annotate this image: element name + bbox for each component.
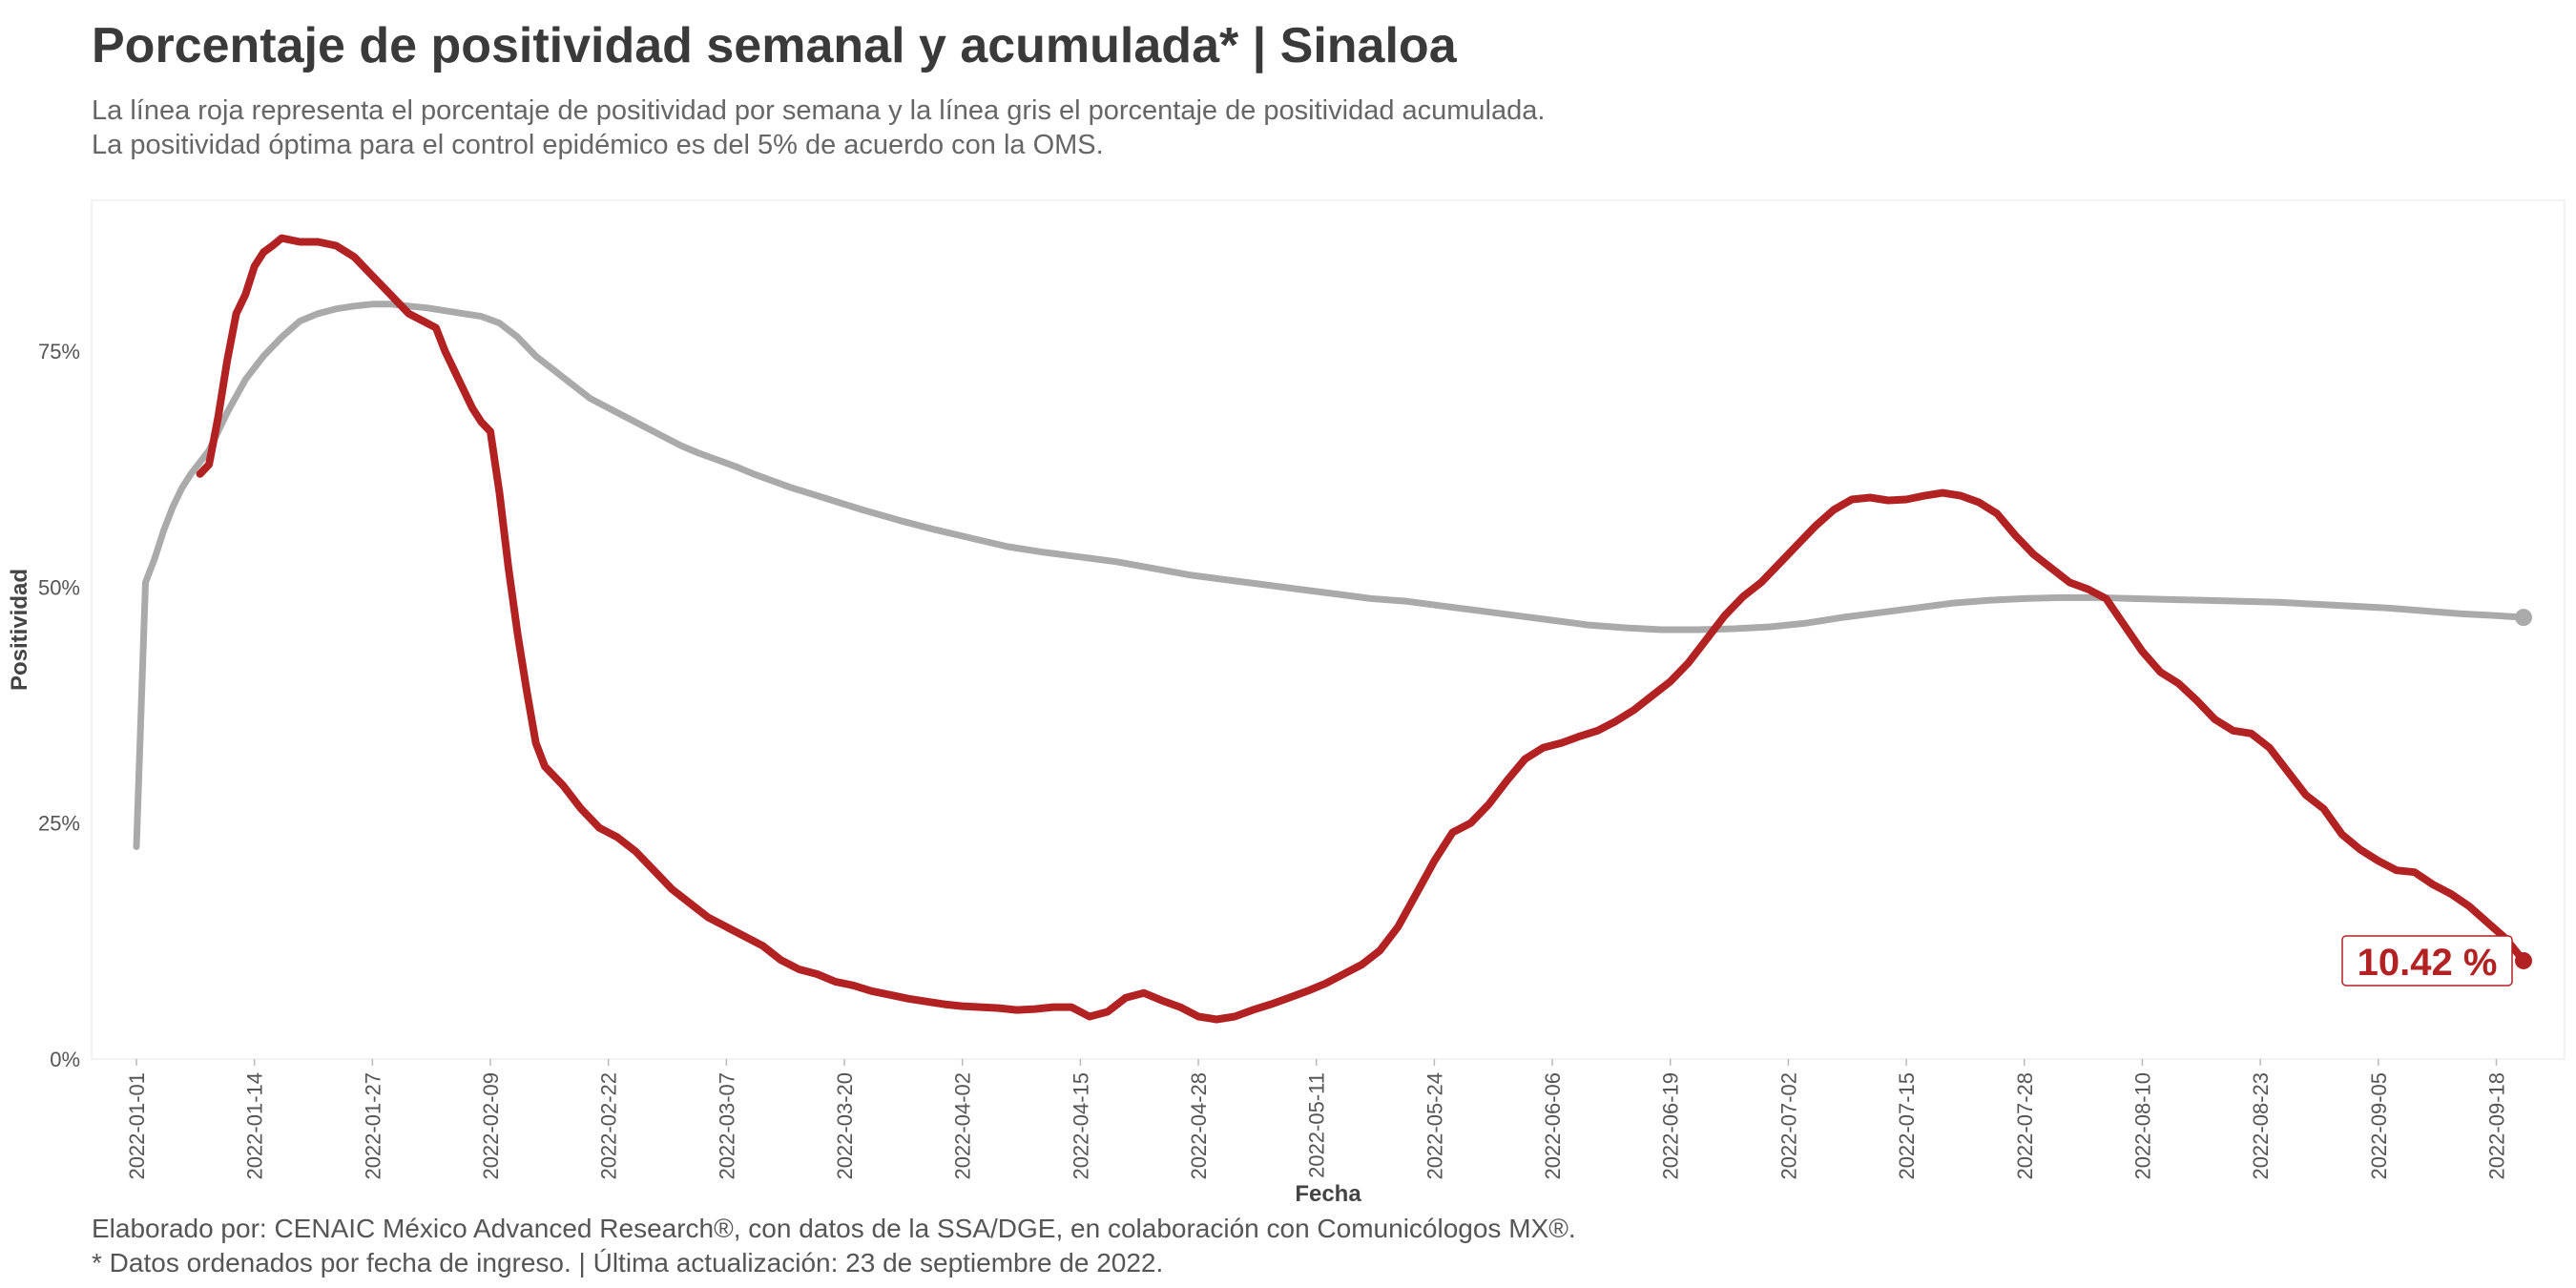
x-tick-label: 2022-03-07 xyxy=(715,1072,738,1180)
x-tick-label: 2022-08-10 xyxy=(2130,1072,2154,1180)
chart-caption: Elaborado por: CENAIC México Advanced Re… xyxy=(92,1212,1576,1280)
latest-value-annotation: 10.42 % xyxy=(2341,935,2513,987)
caption-line-1: Elaborado por: CENAIC México Advanced Re… xyxy=(92,1214,1576,1243)
annotation-box xyxy=(2341,935,2513,987)
x-tick-label: 2022-09-05 xyxy=(2367,1072,2391,1180)
x-tick-label: 2022-01-01 xyxy=(125,1072,149,1180)
x-tick-label: 2022-02-09 xyxy=(479,1072,503,1180)
x-tick-label: 2022-05-11 xyxy=(1305,1072,1329,1178)
subtitle-line-1: La línea roja representa el porcentaje d… xyxy=(92,95,1546,126)
x-tick-label: 2022-08-23 xyxy=(2249,1072,2273,1180)
x-axis-ticks: 2022-01-01 2022-01-14 2022-01-27 2022-02-09… xyxy=(125,1059,2508,1180)
y-tick-label: 75% xyxy=(38,340,80,364)
weekly-end-point xyxy=(2515,951,2532,969)
x-tick-label: 2022-01-14 xyxy=(243,1072,267,1180)
chart-title: Porcentaje de positividad semanal y acum… xyxy=(92,18,1457,73)
caption-line-2: * Datos ordenados por fecha de ingreso. … xyxy=(92,1248,1164,1278)
x-tick-label: 2022-07-02 xyxy=(1776,1072,1800,1180)
plot-panel xyxy=(91,199,2566,1060)
cumulative-end-point xyxy=(2515,609,2532,627)
y-axis-ticks: 0% 25% 50% 75% xyxy=(38,340,80,1071)
y-axis-title: Positividad xyxy=(7,569,32,691)
y-tick-label: 0% xyxy=(50,1048,80,1071)
x-tick-label: 2022-06-19 xyxy=(1659,1072,1683,1180)
x-tick-label: 2022-07-15 xyxy=(1895,1072,1919,1180)
y-tick-label: 50% xyxy=(38,575,80,599)
x-tick-label: 2022-04-28 xyxy=(1187,1072,1211,1180)
x-tick-label: 2022-05-24 xyxy=(1423,1072,1446,1180)
annotation-value: 10.42 % xyxy=(2358,942,2498,984)
x-axis-title: Fecha xyxy=(1295,1181,1361,1207)
x-tick-label: 2022-03-20 xyxy=(833,1072,857,1180)
x-tick-label: 2022-04-02 xyxy=(951,1072,975,1180)
x-tick-label: 2022-07-28 xyxy=(2013,1072,2037,1180)
x-tick-label: 2022-09-18 xyxy=(2484,1072,2508,1180)
x-tick-label: 2022-06-06 xyxy=(1541,1072,1565,1180)
y-tick-label: 25% xyxy=(38,812,80,836)
x-tick-label: 2022-02-22 xyxy=(597,1072,621,1180)
x-tick-label: 2022-01-27 xyxy=(361,1072,384,1180)
series-lines xyxy=(133,234,2527,1024)
chart-subtitle: La línea roja representa el porcentaje d… xyxy=(92,93,1545,162)
cumulative-positivity-line xyxy=(133,301,2527,850)
x-tick-label: 2022-04-15 xyxy=(1069,1072,1092,1180)
weekly-positivity-line xyxy=(196,234,2527,1024)
end-markers xyxy=(2515,609,2532,969)
subtitle-line-2: La positividad óptima para el control ep… xyxy=(92,130,1104,160)
